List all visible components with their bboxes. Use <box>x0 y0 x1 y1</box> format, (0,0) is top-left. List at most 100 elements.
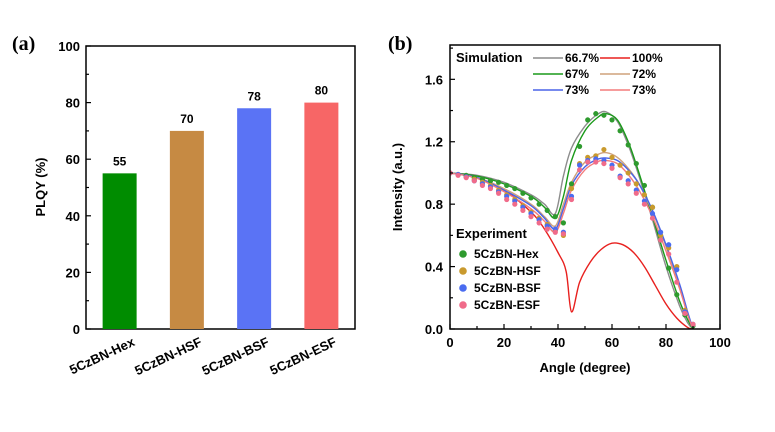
y-tick-label: 20 <box>66 265 80 280</box>
bar-5czbn-bsf <box>237 108 272 329</box>
experiment-point-5czbn-esf <box>520 207 526 214</box>
x-category-label: 5CzBN-HSF <box>132 334 204 378</box>
experiment-point-5czbn-hex <box>560 220 567 226</box>
x-category-label: 5CzBN-BSF <box>200 334 272 378</box>
simulation-curve-0 <box>450 110 694 329</box>
panel-a-y-axis-title: PLQY (%) <box>33 158 48 217</box>
y-tick-label: 40 <box>66 209 80 224</box>
experiment-point-5czbn-esf <box>544 226 550 232</box>
experiment-point-5czbn-esf <box>463 175 469 181</box>
panel-b-experiment-points <box>450 111 696 329</box>
simulation-legend-label: 66.7% <box>565 51 599 65</box>
x-tick-label: 20 <box>497 335 511 350</box>
experiment-point-5czbn-esf <box>633 190 639 196</box>
experiment-point-5czbn-esf <box>471 178 477 184</box>
y-tick-label: 0.4 <box>425 260 444 275</box>
experiment-point-5czbn-esf <box>536 220 542 226</box>
experiment-point-5czbn-esf <box>568 196 575 203</box>
y-tick-label: 80 <box>66 96 80 111</box>
experiment-point-5czbn-esf <box>601 160 607 167</box>
panel-a-bars: 55 70 78 80 <box>102 84 339 329</box>
experiment-point-5czbn-esf <box>528 214 534 220</box>
experiment-point-5czbn-esf <box>674 279 680 285</box>
experiment-point-5czbn-bsf <box>649 210 656 217</box>
panel-b-line-chart: (b) 0 20 40 60 80 100 0.0 0.4 0.8 1.2 1.6 Angle (… <box>388 33 731 375</box>
experiment-point-5czbn-hex <box>609 117 615 123</box>
bar-5czbn-esf <box>304 102 339 329</box>
experiment-point-5czbn-hex <box>601 112 607 118</box>
experiment-point-5czbn-bsf <box>666 242 672 248</box>
panel-a-y-ticks: 0 20 40 60 80 100 <box>58 39 91 337</box>
panel-b-y-ticks: 0.0 0.4 0.8 1.2 1.6 <box>425 47 455 337</box>
experiment-point-5czbn-hsf <box>649 204 656 210</box>
experiment-point-5czbn-hex <box>577 143 583 150</box>
experiment-point-5czbn-esf <box>504 196 510 203</box>
experiment-point-5czbn-esf <box>593 159 599 165</box>
x-category-label: 5CzBN-ESF <box>267 334 338 378</box>
experiment-legend-marker <box>459 250 467 258</box>
experiment-point-5czbn-hex <box>520 190 526 196</box>
experiment-legend-marker <box>459 284 467 292</box>
panel-b-simulation-legend: Simulation 66.7% 100% 67% 72% 73% 73% <box>456 50 663 97</box>
experiment-point-5czbn-esf <box>658 237 664 243</box>
panel-b-x-axis-title: Angle (degree) <box>539 360 630 375</box>
experiment-point-5czbn-hex <box>641 182 648 189</box>
experiment-point-5czbn-hex <box>504 182 510 189</box>
experiment-point-5czbn-esf <box>479 182 485 189</box>
bar-value-label: 55 <box>113 154 127 168</box>
experiment-point-5czbn-hex <box>487 178 494 184</box>
experiment-point-5czbn-hex <box>617 128 623 134</box>
simulation-legend-label: 100% <box>632 51 663 65</box>
experiment-point-5czbn-hex <box>536 201 542 207</box>
experiment-point-5czbn-hex <box>666 265 672 271</box>
experiment-point-5czbn-hsf <box>568 185 575 192</box>
experiment-point-5czbn-esf <box>649 215 656 221</box>
x-category-label: 5CzBN-Hex <box>67 334 138 378</box>
simulation-curve-4 <box>450 157 694 329</box>
experiment-point-5czbn-hex <box>496 179 502 185</box>
x-tick-label: 100 <box>709 335 731 350</box>
experiment-point-5czbn-esf <box>496 190 502 196</box>
experiment-point-5czbn-hsf <box>601 146 607 153</box>
experiment-point-5czbn-bsf <box>577 162 583 168</box>
bar-5czbn-hsf <box>169 130 204 329</box>
bar-value-label: 80 <box>315 84 329 98</box>
experiment-point-5czbn-hex <box>593 111 599 117</box>
bar-5czbn-hex <box>102 173 137 329</box>
y-tick-label: 60 <box>66 152 80 167</box>
experiment-point-5czbn-esf <box>617 175 623 181</box>
experiment-point-5czbn-hex <box>552 214 558 220</box>
experiment-point-5czbn-hsf <box>617 162 623 168</box>
experiment-point-5czbn-hex <box>625 142 631 148</box>
x-tick-label: 40 <box>551 335 565 350</box>
panel-b-simulation-curves <box>450 110 694 329</box>
panel-b-y-axis-title: Intensity (a.u.) <box>390 143 405 231</box>
bar-value-label: 78 <box>247 89 261 103</box>
experiment-point-5czbn-hex <box>528 195 534 201</box>
experiment-point-5czbn-hex <box>674 292 680 298</box>
experiment-point-5czbn-esf <box>487 185 494 192</box>
panel-b-experiment-legend: Experiment 5CzBN-Hex 5CzBN-HSF 5CzBN-BSF 5C… <box>456 226 541 312</box>
simulation-legend-label: 73% <box>632 83 656 97</box>
experiment-legend-label: 5CzBN-HSF <box>474 264 541 278</box>
experiment-point-5czbn-esf <box>577 167 583 173</box>
experiment-point-5czbn-hex <box>568 181 575 187</box>
experiment-point-5czbn-esf <box>641 201 648 207</box>
experiment-legend-marker <box>459 301 467 309</box>
x-tick-label: 0 <box>446 335 453 350</box>
y-tick-label: 0 <box>73 322 80 337</box>
simulation-legend-label: 72% <box>632 67 656 81</box>
experiment-point-5czbn-esf <box>552 229 558 235</box>
experiment-point-5czbn-esf <box>512 201 518 207</box>
experiment-point-5czbn-esf <box>690 321 696 327</box>
experiment-point-5czbn-hsf <box>633 181 639 187</box>
experiment-point-5czbn-esf <box>682 310 688 316</box>
experiment-point-5czbn-hsf <box>625 170 631 176</box>
experiment-point-5czbn-hsf <box>609 154 615 160</box>
experiment-point-5czbn-bsf <box>658 229 664 235</box>
simulation-curve-5 <box>450 159 694 329</box>
experiment-legend-label: 5CzBN-Hex <box>474 247 539 261</box>
simulation-legend-label: 67% <box>565 67 589 81</box>
